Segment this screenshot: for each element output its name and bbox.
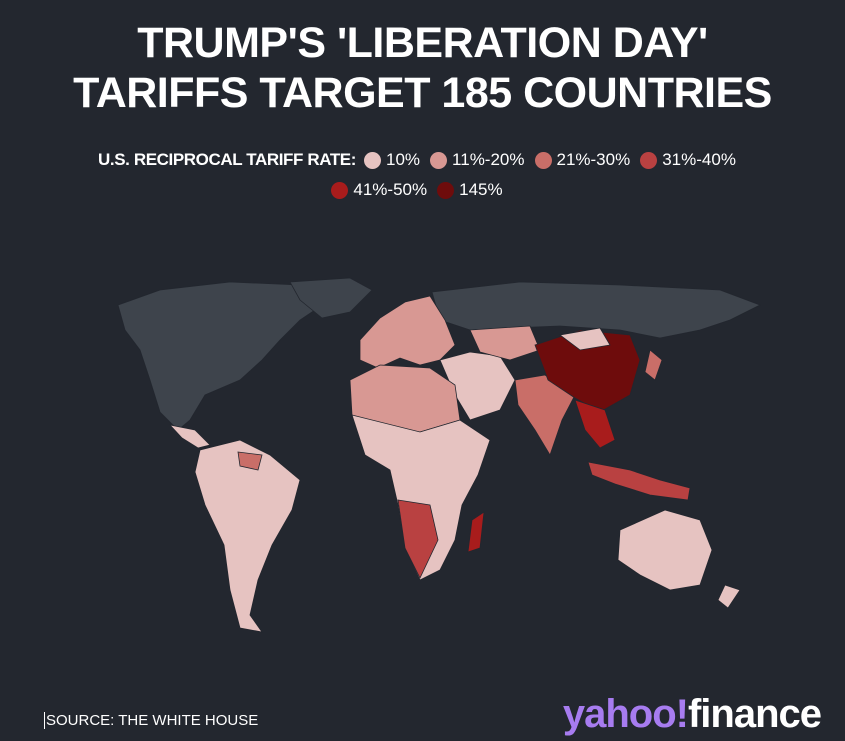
central-asia (469, 325, 541, 361)
middle-east (439, 351, 516, 421)
legend-swatch (640, 151, 658, 169)
new-zealand (717, 584, 741, 609)
southern-africa (397, 499, 439, 579)
logo-product: finance (687, 692, 822, 736)
title: TRUMP'S 'LIBERATION DAY' TARIFFS TARGET … (0, 18, 845, 118)
legend-item-label: 31%-40% (662, 150, 736, 169)
madagascar (467, 511, 485, 553)
logo: yahoo!finance (562, 692, 822, 737)
legend-item: 10% (364, 150, 420, 170)
title-line: TRUMP'S 'LIBERATION DAY' (137, 19, 708, 67)
legend-swatch (437, 181, 455, 199)
legend: U.S. RECIPROCAL TARIFF RATE: 10% 11%-20% 2… (72, 150, 772, 200)
source: SOURCE: THE WHITE HOUSE (44, 712, 259, 729)
legend-swatch (364, 151, 382, 169)
indonesia (587, 461, 691, 501)
legend-item: 31%-40% (640, 150, 736, 170)
title-line: TARIFFS TARGET 185 COUNTRIES (73, 69, 772, 117)
europe (359, 295, 456, 369)
legend-swatch (331, 181, 349, 199)
legend-item: 21%-30% (534, 150, 631, 170)
north-america (117, 281, 331, 431)
south-america (194, 439, 301, 633)
legend-item-label: 21%-30% (556, 150, 631, 169)
central-america (168, 424, 211, 449)
mongolia (559, 327, 611, 351)
southeast-asia (574, 399, 616, 449)
guyana-region (237, 451, 263, 471)
legend-item-label: 145% (459, 180, 503, 199)
africa (351, 414, 491, 581)
legend-label: U.S. RECIPROCAL TARIFF RATE: (98, 150, 357, 169)
legend-item: 11%-20% (430, 150, 525, 170)
legend-item: 41%-50% (331, 180, 427, 200)
legend-item-label: 10% (386, 150, 421, 169)
world-map (117, 277, 761, 633)
australia (617, 509, 713, 591)
greenland (289, 277, 373, 319)
legend-item: 145% (437, 180, 503, 200)
japan (644, 349, 663, 381)
legend-swatch (534, 151, 552, 169)
logo-brand: yahoo! (562, 692, 689, 736)
legend-item-label: 41%-50% (353, 180, 428, 199)
legend-item-label: 11%-20% (452, 150, 525, 169)
legend-swatch (430, 151, 448, 169)
